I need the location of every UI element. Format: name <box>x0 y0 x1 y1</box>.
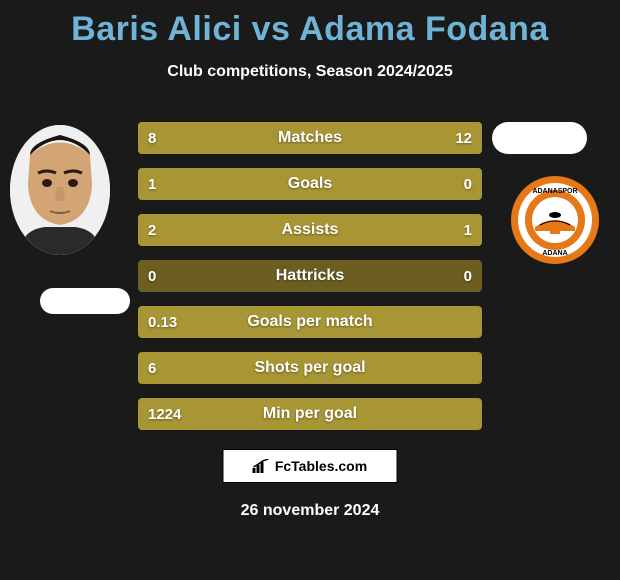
stat-row: Hattricks0 0 <box>138 260 482 292</box>
stat-row: Matches8 12 <box>138 122 482 154</box>
svg-text:ADANASPOR: ADANASPOR <box>532 188 577 195</box>
stat-value-right: 0 <box>464 260 472 292</box>
stat-label: Matches <box>138 122 482 154</box>
stat-label: Assists <box>138 214 482 246</box>
stat-value-left: 2 <box>148 214 156 246</box>
stat-row: Goals1 0 <box>138 168 482 200</box>
stat-value-left: 1 <box>148 168 156 200</box>
stat-row: Goals per match0.13 <box>138 306 482 338</box>
player-right-team-pill <box>492 122 587 154</box>
chart-icon <box>253 459 271 473</box>
fctables-badge[interactable]: FcTables.com <box>223 449 398 483</box>
stats-bars-container: Matches812Goals10Assists21Hattricks00Goa… <box>138 122 482 444</box>
svg-text:ADANA: ADANA <box>542 250 567 257</box>
stat-value-right: 12 <box>455 122 472 154</box>
comparison-date: 26 november 2024 <box>0 502 620 520</box>
stat-label: Goals <box>138 168 482 200</box>
stat-value-left: 0 <box>148 260 156 292</box>
player-right-club-badge: ADANASPOR ADANA <box>510 175 600 265</box>
stat-label: Hattricks <box>138 260 482 292</box>
stat-label: Goals per match <box>138 306 482 338</box>
stat-value-left: 1224 <box>148 398 181 430</box>
stat-row: Assists2 1 <box>138 214 482 246</box>
stat-label: Min per goal <box>138 398 482 430</box>
stat-value-right: 0 <box>464 168 472 200</box>
stat-value-left: 6 <box>148 352 156 384</box>
stat-row: Shots per goal6 <box>138 352 482 384</box>
player-left-avatar <box>10 125 110 255</box>
stat-row: Min per goal1224 <box>138 398 482 430</box>
stat-value-right: 1 <box>464 214 472 246</box>
stat-label: Shots per goal <box>138 352 482 384</box>
comparison-title: Baris Alici vs Adama Fodana <box>0 0 620 49</box>
fctables-label: FcTables.com <box>275 458 367 474</box>
stat-value-left: 0.13 <box>148 306 177 338</box>
player-left-team-pill <box>40 288 130 314</box>
comparison-subtitle: Club competitions, Season 2024/2025 <box>0 63 620 81</box>
stat-value-left: 8 <box>148 122 156 154</box>
